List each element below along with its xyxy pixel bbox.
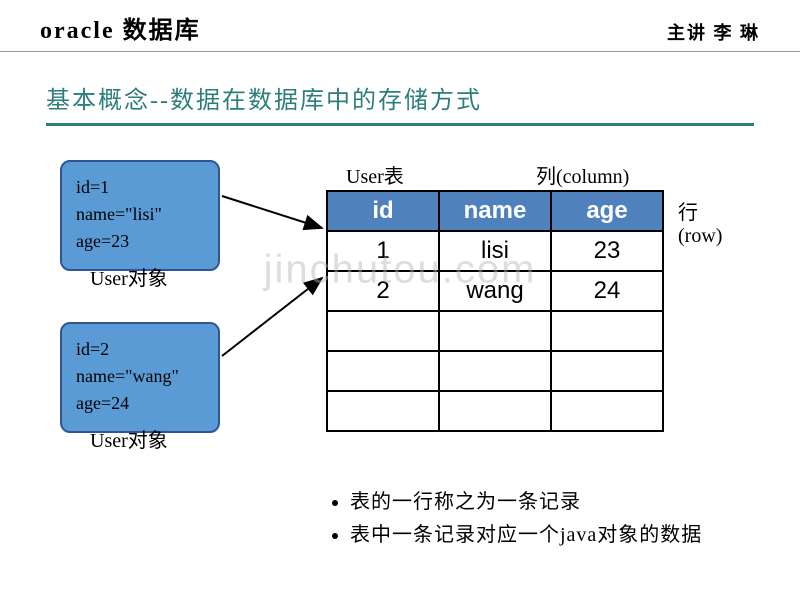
bullet-list: 表的一行称之为一条记录 表中一条记录对应一个java对象的数据 bbox=[326, 485, 702, 551]
object-field-line: age=24 bbox=[76, 390, 204, 417]
table-cell bbox=[439, 391, 551, 431]
bullet-item: 表中一条记录对应一个java对象的数据 bbox=[350, 518, 702, 547]
table-cell: wang bbox=[439, 271, 551, 311]
arrow-line bbox=[222, 196, 322, 228]
table-cell: 23 bbox=[551, 231, 663, 271]
object-field-line: id=2 bbox=[76, 336, 204, 363]
section-subtitle: 基本概念--数据在数据库中的存储方式 bbox=[46, 80, 754, 115]
object-field-line: id=1 bbox=[76, 174, 204, 201]
table-cell: 24 bbox=[551, 271, 663, 311]
table-column-header: id bbox=[327, 191, 439, 231]
header-title: oracle 数据库 bbox=[40, 10, 201, 45]
bullet-item: 表的一行称之为一条记录 bbox=[350, 485, 702, 514]
table-cell bbox=[551, 351, 663, 391]
table-cell bbox=[327, 311, 439, 351]
table-row bbox=[327, 391, 663, 431]
table-column-header: name bbox=[439, 191, 551, 231]
table-cell bbox=[327, 391, 439, 431]
table-row bbox=[327, 311, 663, 351]
object-caption: User对象 bbox=[90, 424, 168, 453]
table-caption: User表 bbox=[346, 160, 404, 189]
table-column-header: age bbox=[551, 191, 663, 231]
object-field-line: name="lisi" bbox=[76, 201, 204, 228]
slide: oracle 数据库 主讲 李 琳 基本概念--数据在数据库中的存储方式 id=… bbox=[0, 0, 800, 600]
user-object-box: id=1name="lisi"age=23 bbox=[60, 160, 220, 271]
header-lecturer: 主讲 李 琳 bbox=[667, 19, 760, 45]
table-body: 1lisi232wang24 bbox=[327, 231, 663, 431]
row-label: 行(row) bbox=[678, 196, 722, 248]
object-caption: User对象 bbox=[90, 262, 168, 291]
table-cell: 2 bbox=[327, 271, 439, 311]
table-cell bbox=[327, 351, 439, 391]
table-cell: lisi bbox=[439, 231, 551, 271]
arrow-line bbox=[222, 278, 322, 356]
table-cell bbox=[551, 391, 663, 431]
user-object-box: id=2name="wang"age=24 bbox=[60, 322, 220, 433]
table-header-row: idnameage bbox=[327, 191, 663, 231]
table-row bbox=[327, 351, 663, 391]
table-row: 2wang24 bbox=[327, 271, 663, 311]
table-cell bbox=[439, 311, 551, 351]
table-area: User表 列(column) idnameage 1lisi232wang24… bbox=[326, 160, 664, 432]
header-bar: oracle 数据库 主讲 李 琳 bbox=[0, 0, 800, 52]
user-table: idnameage 1lisi232wang24 bbox=[326, 190, 664, 432]
diagram-area: id=1name="lisi"age=23User对象id=2name="wan… bbox=[46, 150, 754, 580]
object-field-line: age=23 bbox=[76, 228, 204, 255]
column-label: 列(column) bbox=[536, 160, 629, 189]
content-area: 基本概念--数据在数据库中的存储方式 id=1name="lisi"age=23… bbox=[0, 52, 800, 580]
subtitle-underline bbox=[46, 123, 754, 126]
object-field-line: name="wang" bbox=[76, 363, 204, 390]
table-cell: 1 bbox=[327, 231, 439, 271]
table-cell bbox=[551, 311, 663, 351]
table-row: 1lisi23 bbox=[327, 231, 663, 271]
table-cell bbox=[439, 351, 551, 391]
